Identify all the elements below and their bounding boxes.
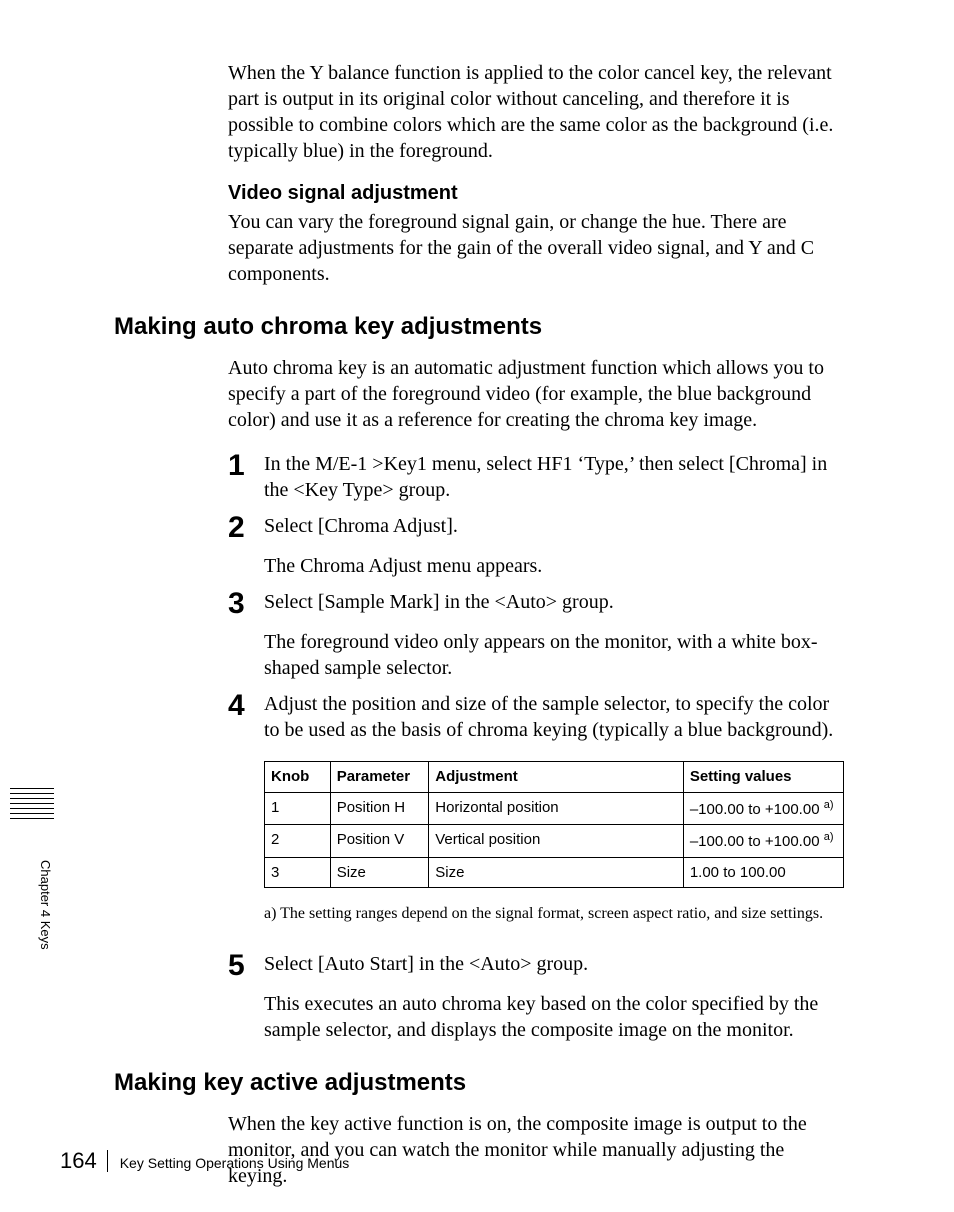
val-note: a) [824,799,834,811]
th-knob: Knob [265,762,331,793]
th-adjustment: Adjustment [429,762,684,793]
auto-chroma-heading: Making auto chroma key adjustments [114,313,842,341]
cell-adj: Vertical position [429,825,684,858]
step-text: Select [Chroma Adjust]. [264,513,842,539]
step-body: Select [Chroma Adjust]. The Chroma Adjus… [264,513,842,579]
table-header-row: Knob Parameter Adjustment Setting values [265,762,844,793]
step-text: Select [Sample Mark] in the <Auto> group… [264,589,842,615]
key-active-heading: Making key active adjustments [114,1069,842,1097]
val-note: a) [824,831,834,843]
step-number: 5 [228,951,264,981]
intro-paragraph: When the Y balance function is applied t… [228,60,842,164]
step-2: 2 Select [Chroma Adjust]. The Chroma Adj… [228,513,842,579]
main-content: When the Y balance function is applied t… [228,60,842,1207]
page-number: 164 [60,1148,97,1174]
th-setting: Setting values [683,762,843,793]
step-body: Adjust the position and size of the samp… [264,691,844,941]
step-body: Select [Sample Mark] in the <Auto> group… [264,589,842,681]
cell-knob: 2 [265,825,331,858]
val-text: 1.00 to 100.00 [690,864,786,881]
step-number: 3 [228,589,264,619]
cell-val: –100.00 to +100.00 a) [683,792,843,825]
step-number: 1 [228,451,264,481]
page: Chapter 4 Keys When the Y balance functi… [0,0,954,1212]
table-footnote: a) The setting ranges depend on the sign… [264,904,844,925]
cell-adj: Horizontal position [429,792,684,825]
step-4: 4 Adjust the position and size of the sa… [228,691,842,941]
footer-title: Key Setting Operations Using Menus [120,1155,350,1171]
cell-param: Size [330,857,429,888]
step-follow: The foreground video only appears on the… [264,629,842,681]
cell-param: Position V [330,825,429,858]
step-number: 2 [228,513,264,543]
step-text: Select [Auto Start] in the <Auto> group. [264,951,842,977]
table-row: 3 Size Size 1.00 to 100.00 [265,857,844,888]
step-text: In the M/E-1 >Key1 menu, select HF1 ‘Typ… [264,451,842,503]
step-3: 3 Select [Sample Mark] in the <Auto> gro… [228,589,842,681]
step-body: In the M/E-1 >Key1 menu, select HF1 ‘Typ… [264,451,842,503]
parameter-table: Knob Parameter Adjustment Setting values… [264,761,844,888]
chapter-side-label: Chapter 4 Keys [38,860,53,950]
step-text: Adjust the position and size of the samp… [264,691,844,743]
val-text: –100.00 to +100.00 [690,801,820,818]
step-number: 4 [228,691,264,721]
step-follow: The Chroma Adjust menu appears. [264,553,842,579]
auto-chroma-intro: Auto chroma key is an automatic adjustme… [228,355,842,433]
cell-knob: 1 [265,792,331,825]
step-5: 5 Select [Auto Start] in the <Auto> grou… [228,951,842,1043]
cell-knob: 3 [265,857,331,888]
table-row: 2 Position V Vertical position –100.00 t… [265,825,844,858]
step-body: Select [Auto Start] in the <Auto> group.… [264,951,842,1043]
step-follow: This executes an auto chroma key based o… [264,991,842,1043]
val-text: –100.00 to +100.00 [690,833,820,850]
steps-list: 1 In the M/E-1 >Key1 menu, select HF1 ‘T… [228,451,842,1043]
cell-val: 1.00 to 100.00 [683,857,843,888]
step-1: 1 In the M/E-1 >Key1 menu, select HF1 ‘T… [228,451,842,503]
th-parameter: Parameter [330,762,429,793]
video-signal-heading: Video signal adjustment [228,182,842,205]
cell-adj: Size [429,857,684,888]
video-signal-body: You can vary the foreground signal gain,… [228,209,842,287]
cell-val: –100.00 to +100.00 a) [683,825,843,858]
side-decoration [10,788,54,823]
cell-param: Position H [330,792,429,825]
page-footer: 164 Key Setting Operations Using Menus [60,1148,349,1174]
table-row: 1 Position H Horizontal position –100.00… [265,792,844,825]
footer-separator [107,1150,108,1172]
